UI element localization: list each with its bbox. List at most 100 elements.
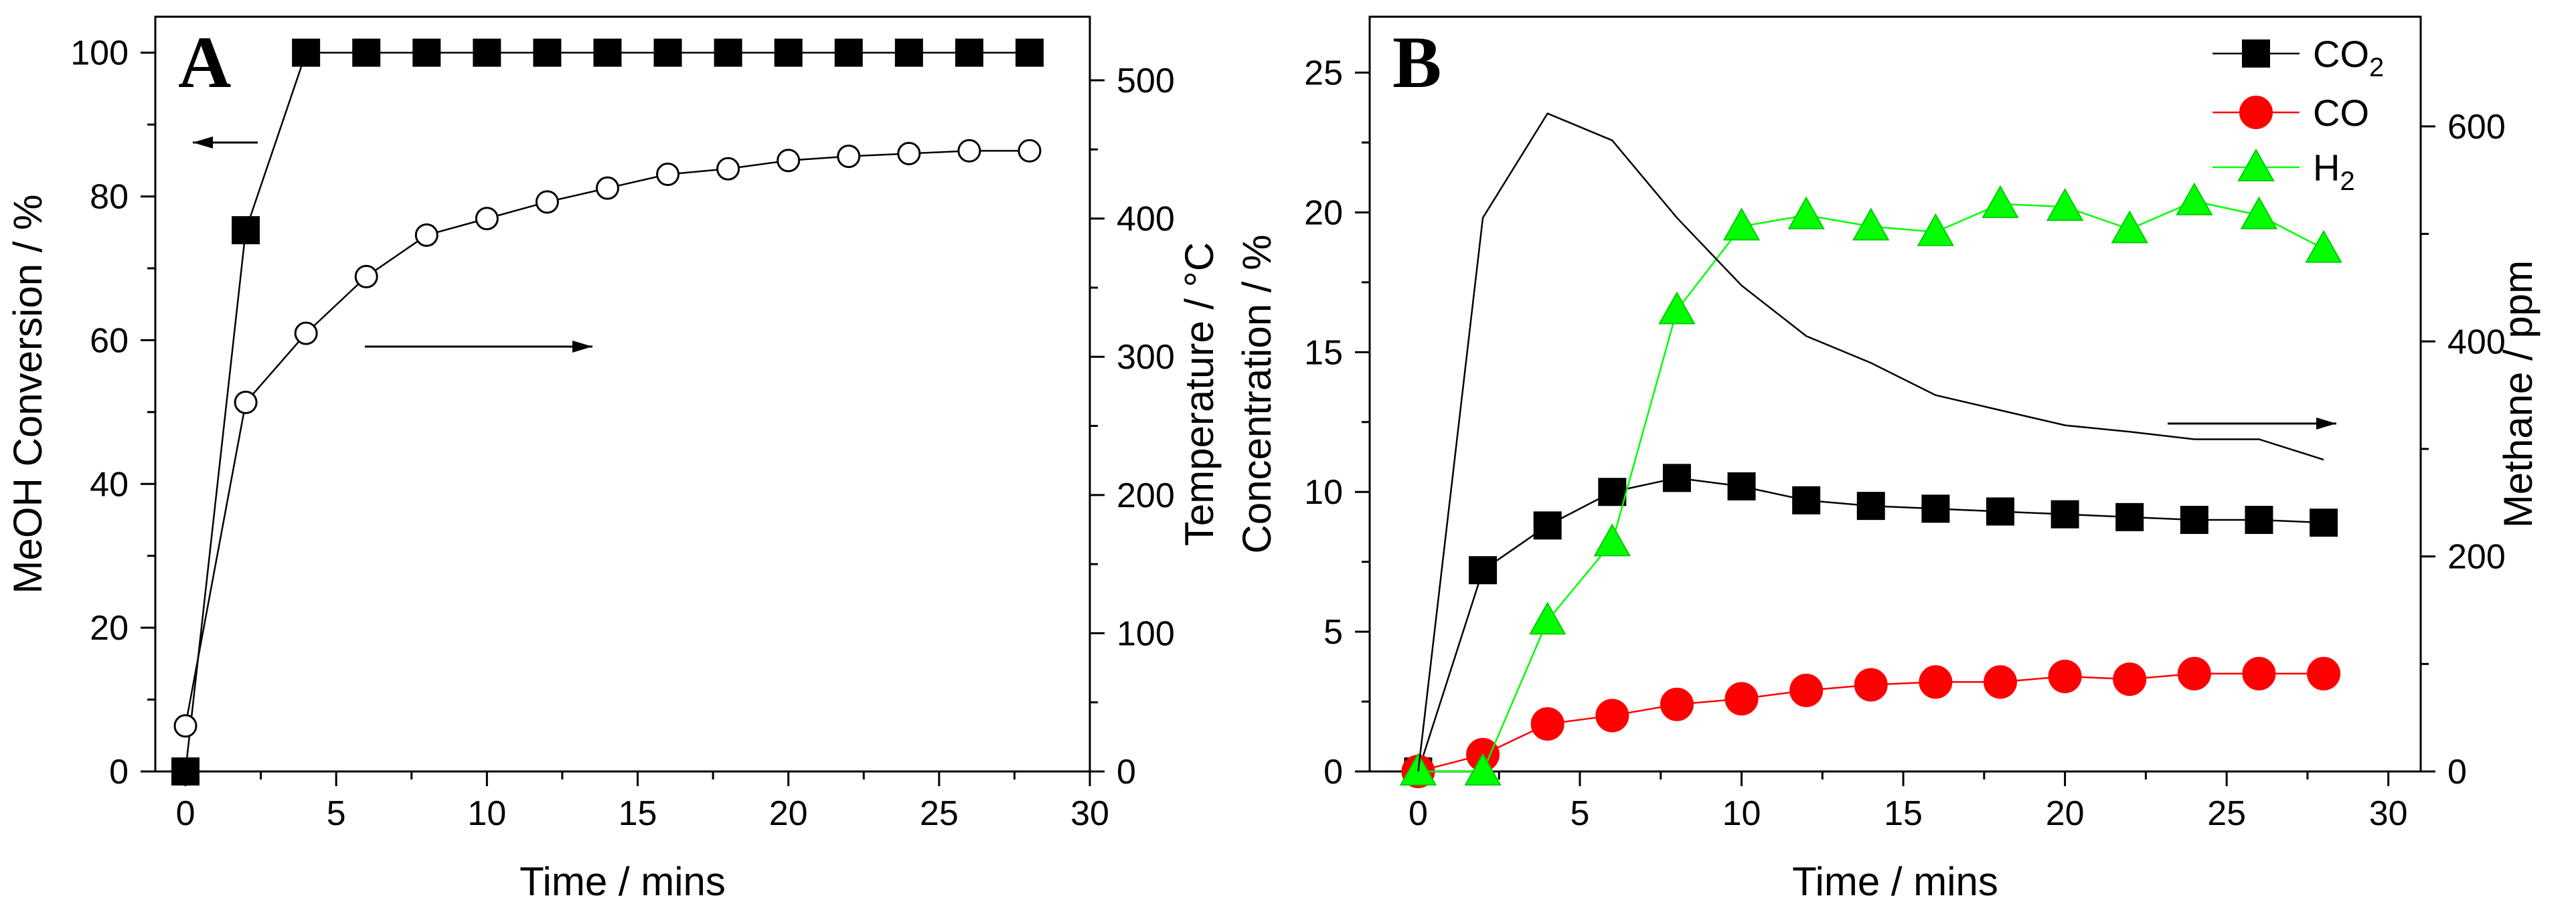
panel-b-series-co2-point [2115,502,2144,531]
y2-tick-label: 400 [1117,200,1175,239]
panel-b-series-h2-point [2046,188,2084,221]
panel-b-series-methane [1417,112,2324,772]
panel-b-series-co-point [1595,699,1629,733]
y-tick-label: 10 [1304,473,1343,512]
panel-b-series-h2-point [1852,207,1890,241]
y-tick-label: 60 [90,321,129,360]
panel-b-series-h2-point [1658,291,1696,325]
x-tick-label: 20 [769,794,808,833]
panel-b-label: B [1392,21,1441,103]
panel-b: B 0 5 10 15 20 25 30 Time / mins 0 5 10 15 20 25 Concen… [1234,15,2541,904]
panel-b-series-co2-point [1856,492,1885,521]
legend-item: H2 [2212,147,2355,196]
panel-a-y-axis-left: 0 20 40 60 80 100 MeOH Conversion / % [5,34,155,792]
panel-b-series-h2-point [2305,230,2342,263]
x-tick-label: 5 [327,794,346,833]
panel-b-series-co2-point [2180,506,2208,534]
panel-a-arrow-left-axis [193,136,258,149]
panel-a-series-temperature-point [897,142,921,166]
panel-b-series-h2-point [2240,196,2278,230]
legend-marker [2239,96,2273,129]
panel-a-series-meoh-conversion-point [834,38,863,67]
y-tick-label: 15 [1304,333,1343,372]
panel-b-series-co2-point [1986,497,2014,526]
panel-a-series-meoh-conversion-point [774,38,803,67]
y2-tick-label: 400 [2447,323,2506,361]
x-tick-label: 30 [2369,794,2408,833]
panel-a-series-meoh-conversion-point [653,38,682,67]
y-tick-label: 25 [1304,54,1343,93]
panel-a-series-meoh-conversion-point [232,216,260,245]
panel-b-series-co2-point [1598,478,1627,507]
panel-a-series-meoh-conversion-point [1015,38,1044,67]
panel-a-series-temperature-point [414,223,438,247]
y-tick-label: 20 [90,609,129,648]
x-tick-label: 0 [176,794,195,833]
panel-b-arrow-right-axis [2168,418,2336,430]
panel-b-series-co-point [2177,656,2211,691]
panel-a-y2-axis-title: Temperature / °C [1177,242,1222,546]
panel-b-series-co2-point [1727,472,1756,500]
y2-tick-label: 500 [1117,62,1175,100]
panel-b-y-axis-title: Concentration / % [1234,235,1279,554]
y2-tick-label: 100 [1117,614,1175,653]
panel-b-series-methane-line [1417,112,2324,772]
y2-tick-label: 0 [2447,753,2467,792]
panel-b-series-h2-point [1464,752,1502,786]
panel-b-series-h2-point [1982,185,2019,218]
panel-a-series-meoh-conversion-point [894,38,923,67]
panel-a-arrow-left-axis-head [193,136,213,149]
y-tick-label: 80 [90,178,129,217]
panel-a-x-axis-title: Time / mins [519,859,726,904]
panel-a-y-axis-right: 0 100 200 300 400 500 Temperature / °C [1090,62,1222,792]
panel-a-series-meoh-conversion-point [352,38,381,67]
panel-a-series-meoh-conversion-point [292,38,321,67]
panel-b-legend: CO2 CO H2 [2212,33,2384,196]
panel-b-series-h2-point [1528,602,1566,635]
panel-b-series-co [1401,656,2341,788]
panel-a-series-meoh-conversion-point [593,38,622,67]
panel-a-series-temperature-point [595,176,619,200]
x-tick-label: 15 [1884,794,1923,833]
panel-b-series-h2-point [1787,196,1825,230]
y-tick-label: 0 [1323,753,1343,792]
panel-a-series-meoh-conversion-point [412,38,441,67]
x-tick-label: 5 [1571,794,1590,833]
panel-b-series-h2 [1399,182,2342,786]
x-tick-label: 15 [619,794,657,833]
panel-b-series-co2-point [1533,511,1562,540]
y-tick-label: 40 [90,465,129,504]
legend-label: CO [2313,92,2369,134]
panel-a-series-temperature-line [184,150,1030,727]
panel-a-series-temperature-point [837,145,861,169]
panel-a-series-temperature-point [475,207,499,231]
panel-b-series-co2-point [2050,500,2079,529]
panel-a-arrow-right-axis [365,341,592,353]
panel-a-series-temperature-point [234,390,258,414]
panel-b-series-h2-point [1917,213,1955,246]
y2-tick-label: 300 [1117,338,1175,377]
panel-b-series-co2-point [1792,486,1821,515]
x-tick-label: 30 [1070,794,1109,833]
panel-b-y2-axis-title: Methane / ppm [2496,260,2541,528]
panel-b-arrow-right-axis-head [2316,418,2336,430]
x-tick-label: 25 [2207,794,2246,833]
panel-b-plot-frame [1368,15,2422,773]
panel-b-series-co-point [1660,687,1694,721]
x-tick-label: 10 [1722,794,1761,833]
panel-b-series-co-point [1530,707,1564,741]
panel-a-series-meoh-conversion-point [955,38,983,67]
legend-item: CO [2212,92,2369,134]
panel-a-series-meoh-conversion-point [533,38,562,67]
panel-a-series-temperature [173,139,1042,738]
panel-a-series-meoh-conversion [171,38,1044,786]
panel-a-x-axis: 0 5 10 15 20 25 30 Time / mins [176,771,1109,904]
y-tick-label: 0 [109,753,129,792]
y2-tick-label: 600 [2447,108,2506,147]
panel-a-series-meoh-conversion-point [171,757,200,786]
panel-b-series-co2-point [1662,464,1691,492]
panel-b-series-co2-point [2245,506,2273,534]
panel-a-series-meoh-conversion-point [714,38,742,67]
panel-a-series-meoh-conversion-point [473,38,501,67]
